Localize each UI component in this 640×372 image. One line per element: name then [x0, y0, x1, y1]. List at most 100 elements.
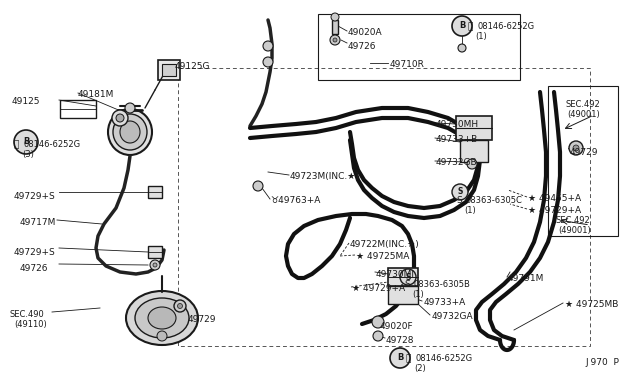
Circle shape — [150, 260, 160, 270]
Circle shape — [569, 141, 583, 155]
Text: 08146-6252G: 08146-6252G — [416, 354, 473, 363]
Circle shape — [458, 44, 466, 52]
Ellipse shape — [126, 291, 198, 345]
Bar — [318, 14, 520, 80]
Text: 49710R: 49710R — [390, 60, 425, 69]
Text: SEC.492: SEC.492 — [565, 100, 600, 109]
Text: B: B — [459, 22, 465, 31]
Text: 49732GB: 49732GB — [436, 158, 477, 167]
Text: (1): (1) — [475, 32, 487, 41]
Bar — [332, 20, 338, 34]
Text: 49717M: 49717M — [20, 218, 56, 227]
Text: S: S — [404, 280, 410, 289]
Text: SEC.490: SEC.490 — [10, 310, 45, 319]
Circle shape — [400, 269, 416, 285]
Text: 08363-6305C: 08363-6305C — [466, 196, 523, 205]
Bar — [158, 60, 180, 80]
Ellipse shape — [120, 121, 140, 143]
Circle shape — [112, 110, 128, 126]
Circle shape — [390, 348, 410, 368]
Text: 49728: 49728 — [386, 336, 415, 345]
Bar — [548, 86, 618, 236]
Circle shape — [177, 304, 182, 308]
Circle shape — [263, 57, 273, 67]
Circle shape — [153, 263, 157, 267]
Text: (49001): (49001) — [558, 226, 591, 235]
Text: Ⓑ: Ⓑ — [406, 354, 412, 363]
Text: (1): (1) — [464, 206, 476, 215]
Text: ★ 49725MB: ★ 49725MB — [565, 300, 618, 309]
Text: 49732GA: 49732GA — [432, 312, 474, 321]
Text: (49001): (49001) — [567, 110, 600, 119]
Circle shape — [253, 181, 263, 191]
Text: SEC.492: SEC.492 — [556, 216, 591, 225]
Bar — [388, 286, 418, 304]
Bar — [148, 246, 162, 258]
Circle shape — [452, 16, 472, 36]
Circle shape — [573, 145, 579, 151]
Ellipse shape — [108, 109, 152, 155]
Text: 49020F: 49020F — [380, 322, 413, 331]
Text: (1): (1) — [412, 290, 424, 299]
Text: 49726: 49726 — [20, 264, 49, 273]
Text: ★ 49729+A: ★ 49729+A — [352, 284, 405, 293]
Text: (2): (2) — [414, 364, 426, 372]
Text: 49730MH: 49730MH — [436, 120, 479, 129]
Bar — [456, 116, 492, 140]
Text: ★ 49455+A: ★ 49455+A — [528, 194, 581, 203]
Circle shape — [372, 316, 384, 328]
Bar — [178, 68, 590, 346]
Circle shape — [331, 13, 339, 21]
Text: (49110): (49110) — [14, 320, 47, 329]
Circle shape — [157, 331, 167, 341]
Bar — [162, 64, 176, 76]
Text: 08146-6252G: 08146-6252G — [478, 22, 535, 31]
Bar — [460, 140, 488, 162]
Text: 49125: 49125 — [12, 97, 40, 106]
Circle shape — [263, 41, 273, 51]
Text: Ⓑ: Ⓑ — [14, 140, 19, 149]
Text: 49791M: 49791M — [508, 274, 545, 283]
Text: 49726: 49726 — [348, 42, 376, 51]
Circle shape — [14, 130, 38, 154]
Ellipse shape — [113, 114, 147, 150]
Text: (3): (3) — [22, 150, 34, 159]
Text: J 970  P: J 970 P — [585, 358, 619, 367]
Text: 49733+B: 49733+B — [436, 135, 478, 144]
Text: ♉49763+A: ♉49763+A — [270, 196, 321, 205]
Text: S: S — [458, 187, 463, 196]
Text: B: B — [23, 138, 29, 147]
Text: 08146-6252G: 08146-6252G — [24, 140, 81, 149]
Text: 49723M(INC.★): 49723M(INC.★) — [290, 172, 360, 181]
Text: Ⓑ: Ⓑ — [468, 22, 474, 31]
Text: 49729: 49729 — [570, 148, 598, 157]
Text: 49020A: 49020A — [348, 28, 383, 37]
Circle shape — [125, 103, 135, 113]
Ellipse shape — [135, 298, 189, 338]
Bar — [388, 268, 418, 286]
Text: 08363-6305B: 08363-6305B — [414, 280, 471, 289]
Text: 49733+A: 49733+A — [424, 298, 467, 307]
Text: 49729+S: 49729+S — [14, 248, 56, 257]
Circle shape — [452, 184, 468, 200]
Text: 49729+S: 49729+S — [14, 192, 56, 201]
Text: ★ 49725MA: ★ 49725MA — [356, 252, 410, 261]
Circle shape — [333, 38, 337, 42]
Text: S: S — [456, 196, 461, 205]
Circle shape — [116, 114, 124, 122]
Circle shape — [467, 159, 477, 169]
Circle shape — [174, 300, 186, 312]
Text: 49722M(INC.★): 49722M(INC.★) — [350, 240, 420, 249]
Text: 49181M: 49181M — [78, 90, 115, 99]
Text: 49730MI: 49730MI — [376, 270, 415, 279]
Text: 49729: 49729 — [188, 315, 216, 324]
Text: B: B — [397, 353, 403, 362]
Bar — [60, 100, 96, 118]
Text: 49125G: 49125G — [175, 62, 211, 71]
Text: ★ 49729+A: ★ 49729+A — [528, 206, 581, 215]
Ellipse shape — [148, 307, 176, 329]
Bar — [148, 186, 162, 198]
Circle shape — [330, 35, 340, 45]
Circle shape — [373, 331, 383, 341]
Text: S: S — [405, 273, 411, 282]
